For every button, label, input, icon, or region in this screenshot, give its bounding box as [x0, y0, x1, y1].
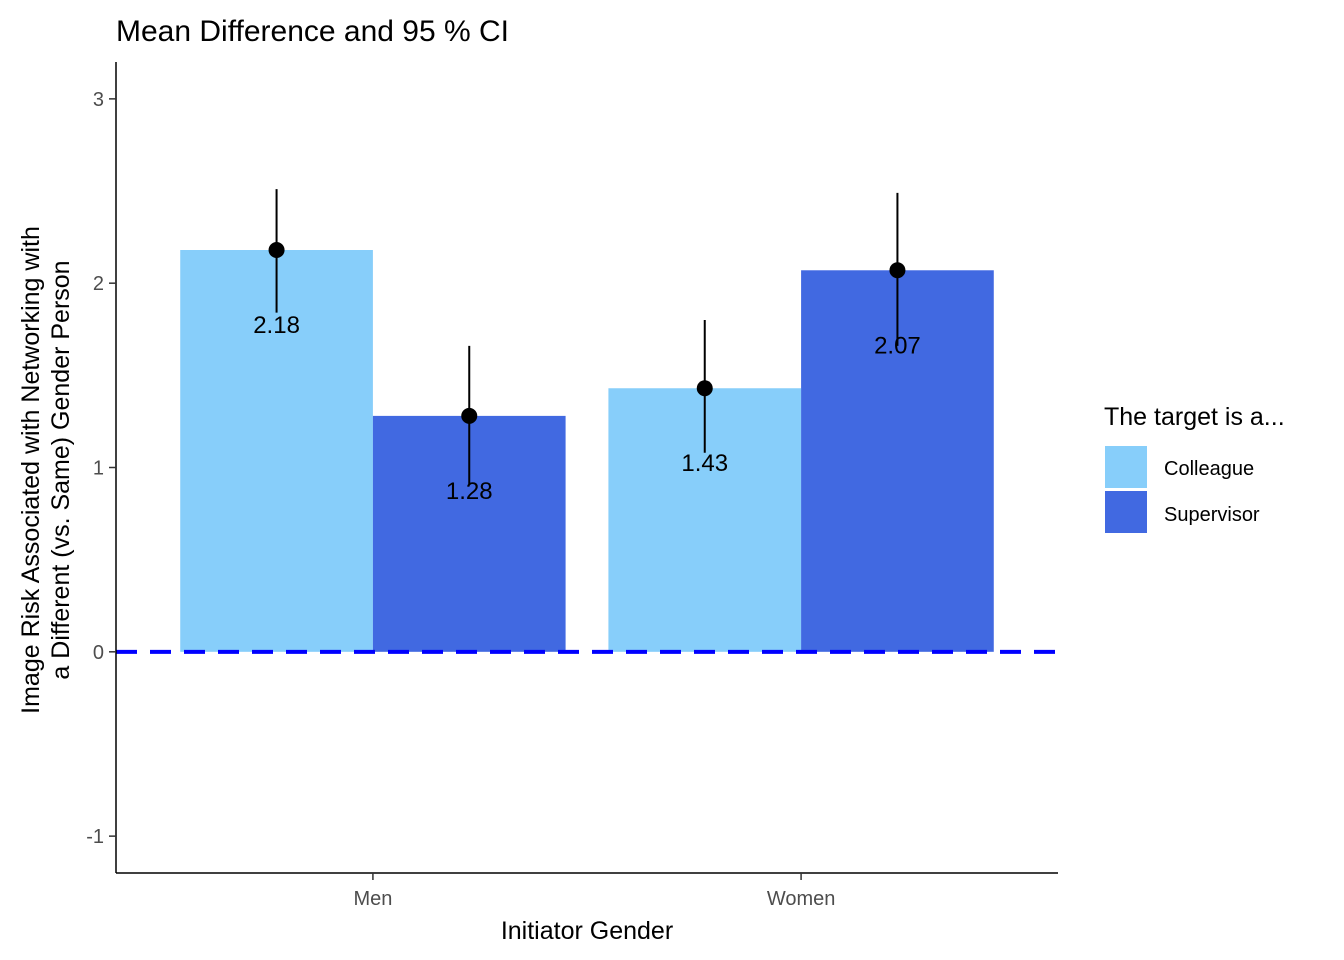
x-tick-label-women: Women	[767, 888, 836, 910]
point-colleague-women	[696, 380, 713, 397]
legend-label-colleague: Colleague	[1164, 458, 1254, 480]
y-tick-label: 0	[93, 642, 104, 664]
data-label-supervisor-men: 1.28	[446, 478, 493, 505]
y-axis-title-line-1: Image Risk Associated with Networking wi…	[17, 226, 45, 714]
data-label-colleague-women: 1.43	[681, 450, 728, 477]
y-tick-label: 3	[93, 89, 104, 111]
legend-title: The target is a...	[1104, 403, 1285, 431]
y-tick-label: 2	[93, 273, 104, 295]
point-colleague-men	[268, 242, 285, 259]
y-tick-label: -1	[86, 826, 104, 848]
point-supervisor-women	[889, 262, 906, 279]
plot-area: 2.18 1.43 1.28 2.07 -1 0 1 2 3 Men Women	[86, 62, 1058, 910]
x-axis-title: Initiator Gender	[501, 917, 673, 945]
legend: The target is a... Colleague Supervisor	[1104, 403, 1285, 533]
legend-key-supervisor	[1105, 491, 1147, 533]
data-label-supervisor-women: 2.07	[874, 332, 921, 359]
y-axis-title-line-2: a Different (vs. Same) Gender Person	[47, 260, 75, 679]
y-tick-label: 1	[93, 458, 104, 480]
x-tick-label-men: Men	[353, 888, 392, 910]
bar-colleague-men	[180, 250, 373, 652]
chart-title: Mean Difference and 95 % CI	[116, 15, 509, 48]
data-label-colleague-men: 2.18	[253, 312, 300, 339]
legend-label-supervisor: Supervisor	[1164, 504, 1260, 526]
legend-key-colleague	[1105, 446, 1147, 488]
point-supervisor-men	[461, 407, 478, 424]
